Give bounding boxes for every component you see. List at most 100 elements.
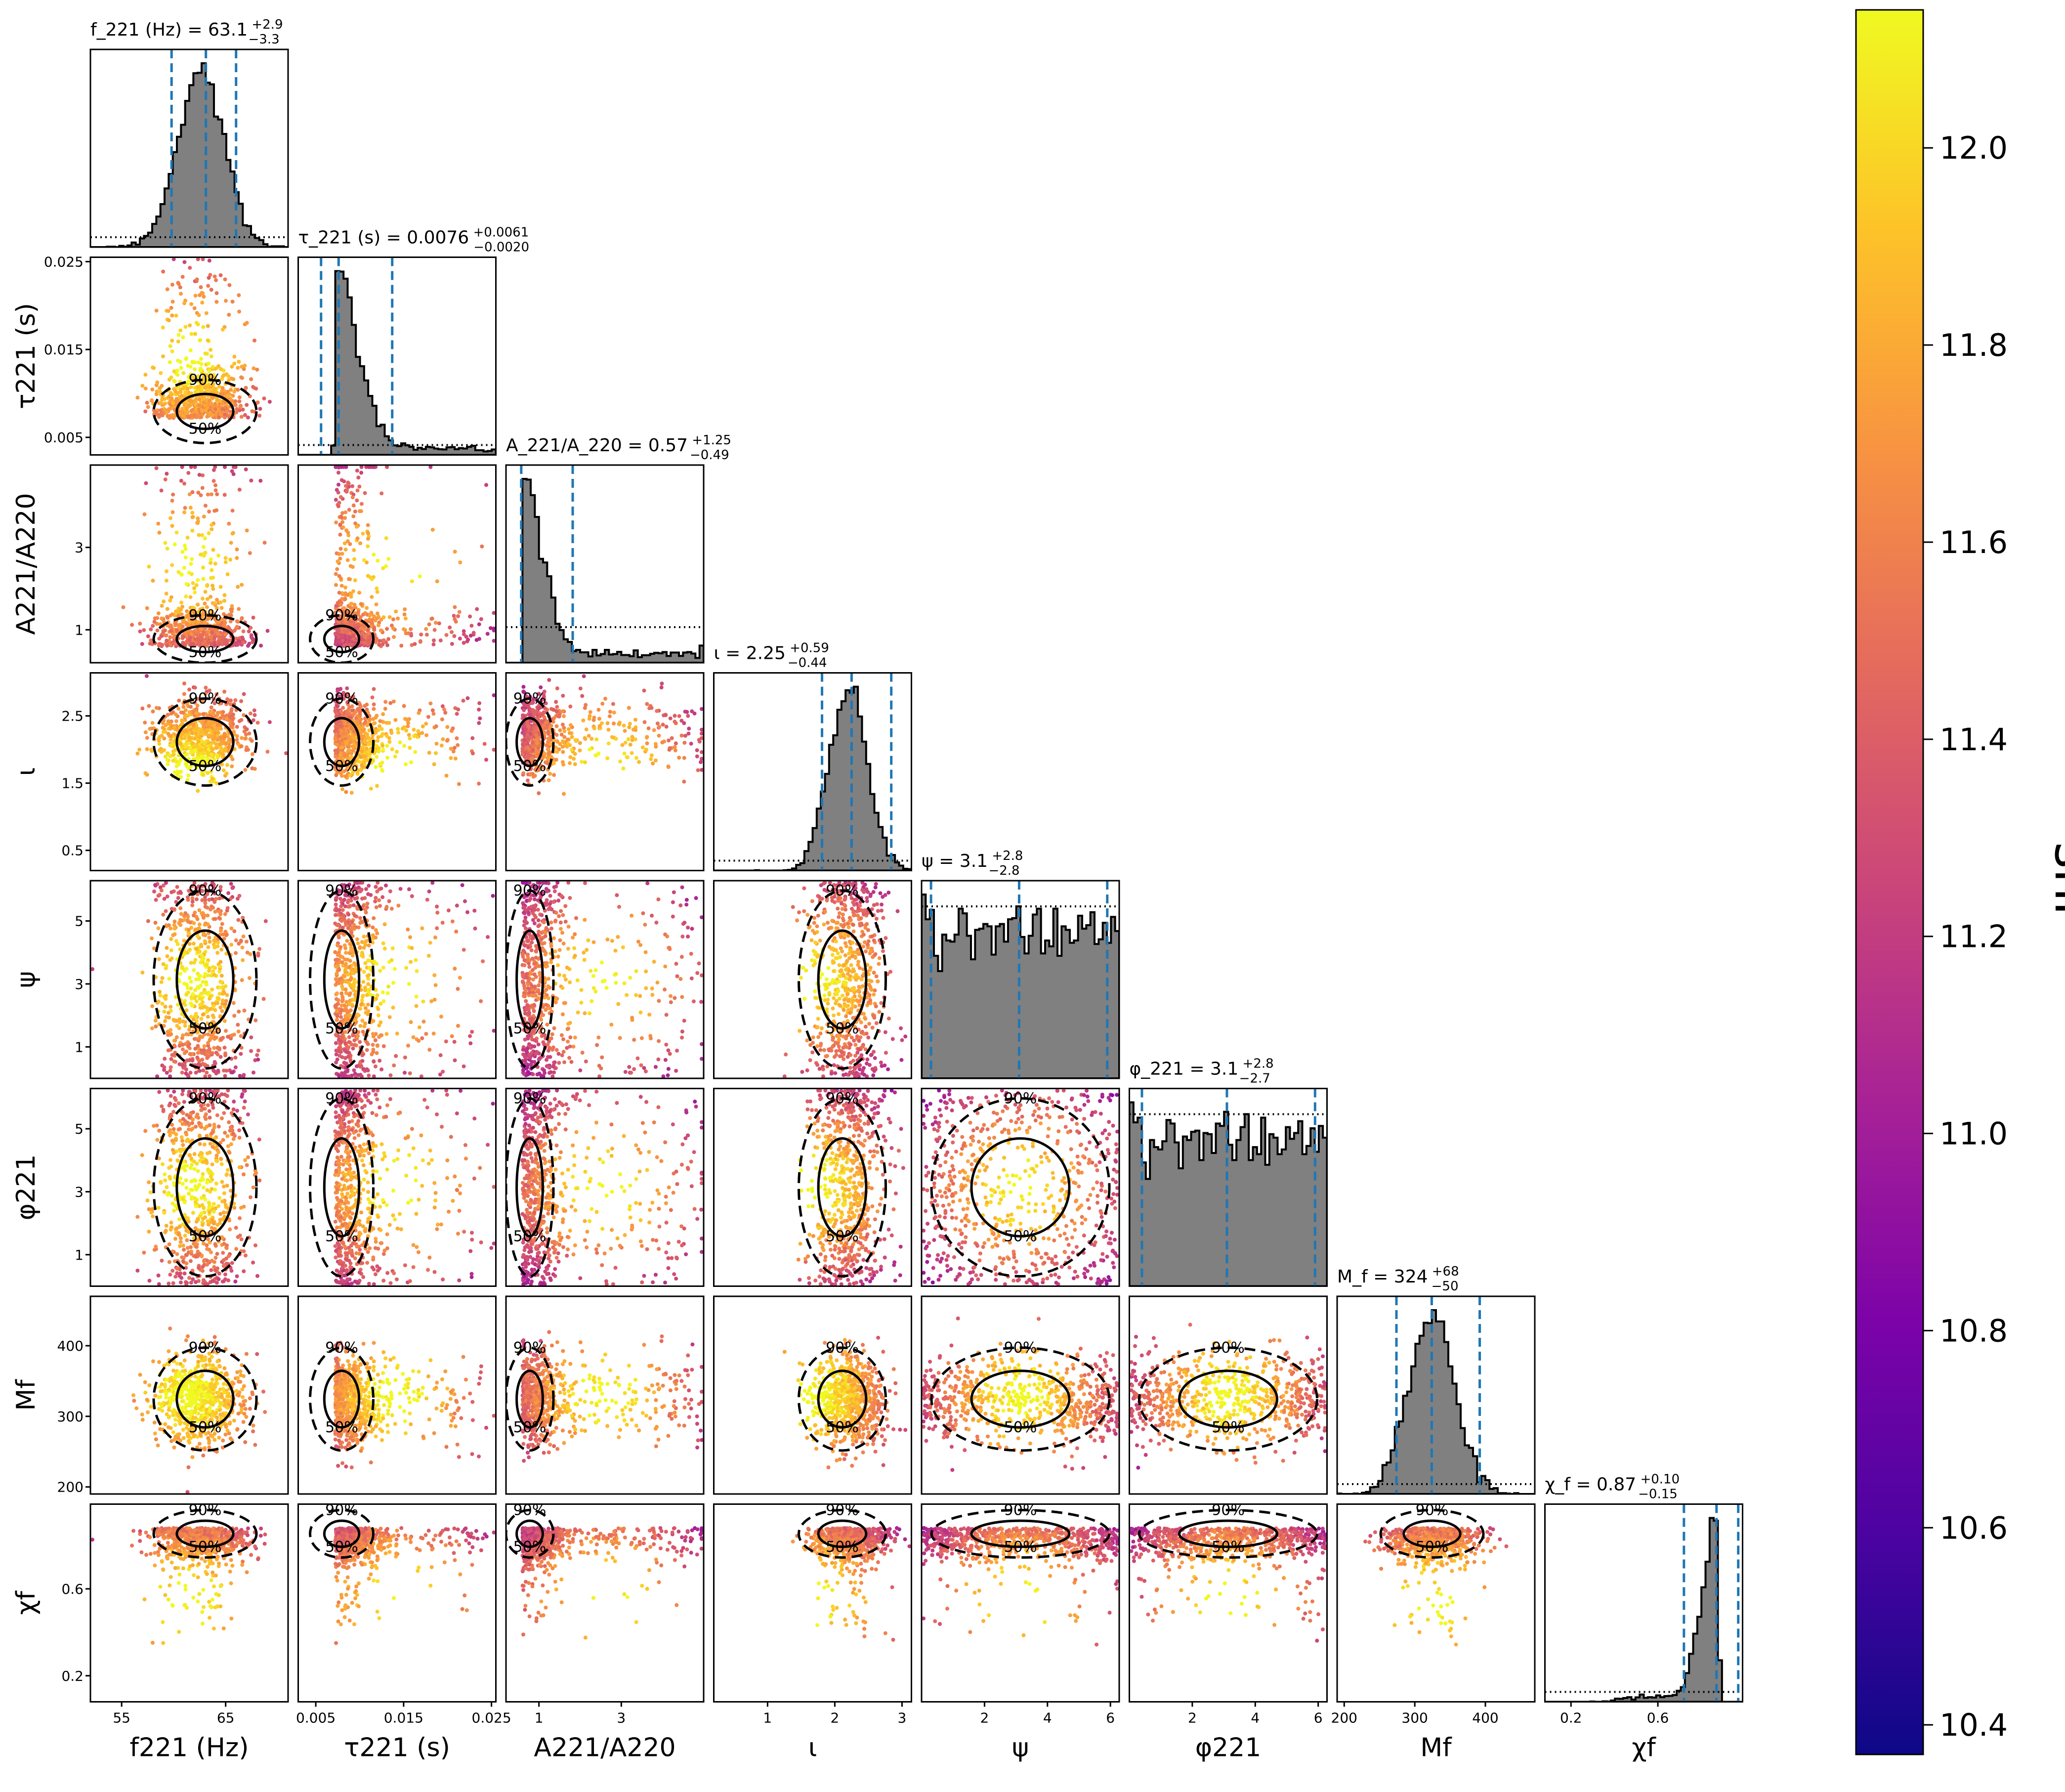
contour-label-90: 90% bbox=[325, 1090, 358, 1108]
title-Mf: M_f = 324 +68 −50 bbox=[1337, 1264, 1459, 1294]
contour-50 bbox=[970, 1137, 1071, 1237]
histogram-A221_A220 bbox=[506, 478, 704, 663]
panel-frame bbox=[713, 1295, 912, 1495]
contour-90 bbox=[930, 1097, 1111, 1278]
xlabel-iota: ι bbox=[808, 1733, 817, 1763]
contour-90 bbox=[152, 614, 258, 663]
panel-f221-psi: 50% 90% 1 3 5 bbox=[75, 880, 289, 1079]
ylabel-A221_A220: A221/A220 bbox=[11, 493, 41, 635]
panel-iota-Mf: 50% 90% bbox=[713, 1295, 912, 1495]
xlabel-tau221: τ221 (s) bbox=[344, 1733, 450, 1763]
contour-50 bbox=[175, 1519, 235, 1548]
panel-A221_A220-psi: 50% 90% bbox=[505, 880, 705, 1079]
xtick-label: 200 bbox=[1331, 1710, 1357, 1726]
contour-90 bbox=[1138, 1509, 1318, 1559]
contour-50 bbox=[175, 1137, 235, 1237]
panel-grid: f_221 (Hz) = 63.1 +2.9 −3.3 50% 90% 0.005 0.0… bbox=[44, 17, 1743, 1726]
ytick-label: 2.5 bbox=[61, 708, 84, 725]
contour-label-90: 90% bbox=[1004, 1502, 1037, 1519]
panel-frame bbox=[89, 48, 289, 248]
ytick-label: 400 bbox=[57, 1338, 84, 1354]
contour-50 bbox=[1402, 1519, 1462, 1548]
panel-tau221-A221_A220: 50% 90% bbox=[297, 464, 497, 664]
contour-label-90: 90% bbox=[189, 372, 222, 389]
title-iota: ι = 2.25 +0.59 −0.44 bbox=[714, 641, 829, 671]
panel-A221_A220-A221_A220: A_221/A_220 = 0.57 +1.25 −0.49 bbox=[505, 433, 731, 664]
colorbar-tick-label: 12.0 bbox=[1939, 130, 2008, 166]
contour-90 bbox=[798, 889, 887, 1070]
contour-50 bbox=[817, 1137, 868, 1237]
colorbar-tick-label: 10.6 bbox=[1939, 1510, 2008, 1546]
title-chif: χ_f = 0.87 +0.10 −0.15 bbox=[1545, 1472, 1680, 1502]
ytick-label: 300 bbox=[57, 1408, 84, 1425]
xlabel-chif: χf bbox=[1632, 1733, 1656, 1763]
xtick-label: 65 bbox=[217, 1710, 235, 1726]
contour-90 bbox=[1379, 1509, 1485, 1559]
ylabel-psi: ψ bbox=[11, 971, 41, 988]
contour-90 bbox=[506, 889, 555, 1070]
panel-frame bbox=[89, 880, 289, 1079]
contour-90 bbox=[152, 379, 258, 444]
ytick-label: 1 bbox=[75, 1039, 84, 1055]
contour-50 bbox=[175, 392, 235, 430]
xlabel-f221: f221 (Hz) bbox=[129, 1733, 249, 1763]
contour-label-50: 50% bbox=[826, 1419, 859, 1436]
panel-iota-psi: 50% 90% bbox=[713, 880, 912, 1079]
xtick-label: 3 bbox=[898, 1710, 907, 1726]
contour-50 bbox=[817, 1369, 868, 1429]
contour-90 bbox=[506, 1097, 555, 1278]
panel-frame bbox=[1129, 1503, 1328, 1703]
panel-A221_A220-phi221: 50% 90% bbox=[505, 1088, 705, 1287]
panel-f221-chif: 50% 90% 0.2 0.6 55 65 bbox=[61, 1503, 289, 1726]
contour-label-50: 50% bbox=[189, 1228, 222, 1245]
panel-frame bbox=[297, 1503, 497, 1703]
contour-90 bbox=[930, 1509, 1111, 1559]
panel-frame bbox=[921, 1503, 1120, 1703]
contour-50 bbox=[175, 625, 235, 653]
panel-frame bbox=[921, 1295, 1120, 1495]
xtick-label: 0.005 bbox=[296, 1710, 336, 1726]
contour-label-90: 90% bbox=[513, 690, 547, 708]
contour-label-90: 90% bbox=[826, 1339, 859, 1357]
panel-background bbox=[922, 1088, 1119, 1286]
contour-50 bbox=[323, 625, 361, 653]
ytick-label: 0.2 bbox=[61, 1668, 84, 1684]
contour-90 bbox=[506, 1346, 555, 1452]
contour-label-90: 90% bbox=[1212, 1502, 1245, 1519]
colorbar-label: snr bbox=[2043, 842, 2065, 923]
contour-90 bbox=[309, 1097, 375, 1278]
contour-50 bbox=[1178, 1369, 1278, 1429]
panel-frame bbox=[297, 1088, 497, 1287]
panel-frame bbox=[1129, 1088, 1328, 1287]
panel-frame bbox=[89, 1295, 289, 1495]
contour-90 bbox=[930, 1346, 1111, 1452]
contour-label-50: 50% bbox=[513, 1538, 547, 1556]
colorbar-ticks: 10.4 10.6 10.8 11.0 11.2 11.4 11.6 11.8 12.0 bbox=[1923, 130, 2008, 1743]
colorbar-tick-label: 10.8 bbox=[1939, 1313, 2008, 1349]
contour-90 bbox=[309, 889, 375, 1070]
contour-90 bbox=[798, 1346, 887, 1452]
contour-90 bbox=[506, 1509, 555, 1559]
xtick-label: 0.015 bbox=[384, 1710, 423, 1726]
histogram-iota bbox=[714, 685, 912, 871]
panel-f221-A221_A220: 50% 90% 1 3 bbox=[75, 464, 289, 664]
panel-f221-f221: f_221 (Hz) = 63.1 +2.9 −3.3 bbox=[89, 17, 289, 248]
contour-50 bbox=[515, 717, 544, 768]
contour-label-50: 50% bbox=[325, 758, 358, 775]
contour-label-50: 50% bbox=[325, 643, 358, 661]
panel-f221-phi221: 50% 90% 1 3 5 bbox=[75, 1088, 289, 1287]
colorbar-tick-label: 10.4 bbox=[1939, 1707, 2008, 1743]
contour-label-50: 50% bbox=[325, 1020, 358, 1037]
contour-label-50: 50% bbox=[189, 421, 222, 438]
ytick-label: 1.5 bbox=[61, 775, 84, 792]
contour-50 bbox=[323, 929, 361, 1030]
contour-50 bbox=[323, 1137, 361, 1237]
panel-iota-chif: 50% 90% 1 2 3 bbox=[713, 1503, 912, 1726]
contour-label-90: 90% bbox=[325, 607, 358, 624]
contour-label-90: 90% bbox=[325, 1502, 358, 1519]
panel-tau221-phi221: 50% 90% bbox=[297, 1088, 497, 1287]
contour-label-90: 90% bbox=[513, 1090, 547, 1108]
panel-phi221-phi221: φ_221 = 3.1 +2.8 −2.7 bbox=[1129, 1057, 1328, 1287]
xtick-label: 6 bbox=[1314, 1710, 1323, 1726]
contour-label-50: 50% bbox=[1004, 1228, 1037, 1245]
